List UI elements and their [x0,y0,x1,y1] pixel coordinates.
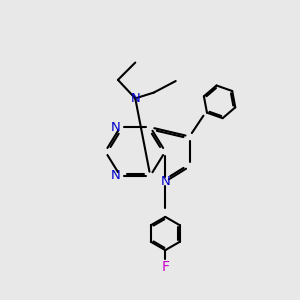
Text: N: N [110,121,120,134]
Text: N: N [130,92,140,105]
Text: N: N [160,175,170,188]
Text: N: N [110,169,120,182]
Text: F: F [161,260,169,274]
